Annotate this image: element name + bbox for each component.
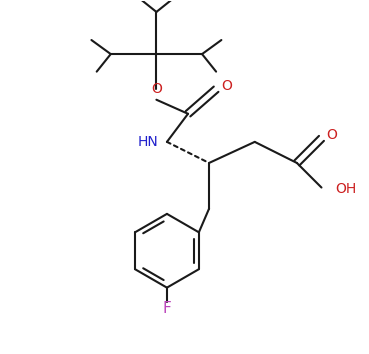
Text: O: O bbox=[326, 128, 337, 142]
Text: OH: OH bbox=[335, 182, 356, 196]
Text: HN: HN bbox=[137, 135, 158, 149]
Text: F: F bbox=[163, 301, 171, 316]
Text: O: O bbox=[221, 79, 232, 93]
Text: O: O bbox=[151, 82, 162, 96]
